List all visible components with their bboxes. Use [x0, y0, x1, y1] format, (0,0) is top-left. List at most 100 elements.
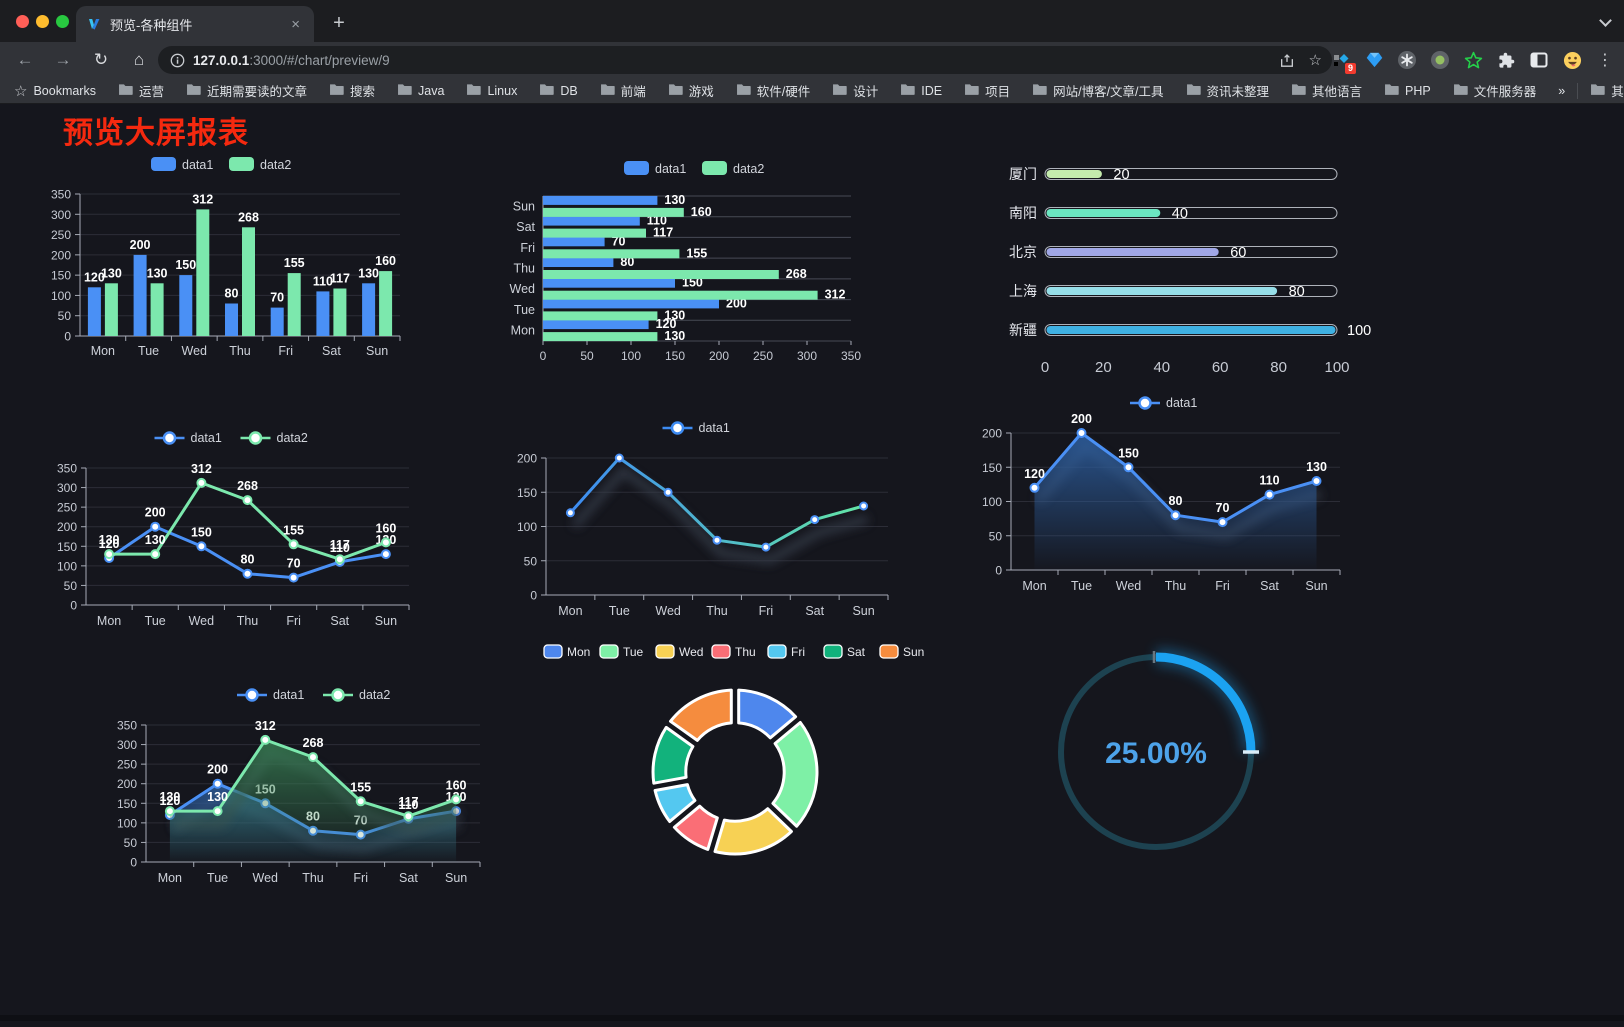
bookmark-folder[interactable]: 网站/博客/文章/工具: [1032, 81, 1164, 100]
bookmark-star-icon[interactable]: ☆: [1308, 52, 1322, 69]
bar-data2-Mon[interactable]: [104, 283, 118, 336]
bookmark-folder[interactable]: 资讯未整理: [1186, 81, 1269, 100]
bookmark-folder[interactable]: DB: [539, 81, 578, 100]
new-tab-button[interactable]: +: [333, 12, 345, 34]
pie-slice-Wed[interactable]: [713, 807, 793, 856]
bookmarks-manager-item[interactable]: ☆ Bookmarks: [14, 82, 96, 100]
progress-fill-南阳[interactable]: [1046, 209, 1161, 217]
side-panel-icon[interactable]: [1526, 47, 1552, 73]
pie-slice-Mon[interactable]: [737, 688, 798, 740]
share-icon[interactable]: [1279, 52, 1295, 69]
emoji-extension-icon[interactable]: [1559, 47, 1585, 73]
progress-fill-新疆[interactable]: [1046, 326, 1336, 334]
forward-button[interactable]: →: [54, 50, 72, 69]
window-close-button[interactable]: [16, 15, 29, 28]
green-star-extension-icon[interactable]: [1460, 47, 1486, 73]
browser-tab[interactable]: 预览-各种组件 ×: [76, 6, 314, 42]
bar-data1-Fri[interactable]: [270, 307, 284, 336]
bar-data1-Mon[interactable]: [543, 320, 649, 330]
chart-progress-bars[interactable]: 厦门 20 南阳 40 北京 60 上海 80 新疆 100 0 20 40 60 80 100: [985, 156, 1380, 384]
bar-data2-Wed[interactable]: [196, 209, 210, 336]
bar-data1-Sun[interactable]: [543, 195, 658, 205]
chart-area-line-two-series[interactable]: data1 data2 0 50 100 150 200 250 300 350 Mon Tue Wed…: [100, 679, 530, 894]
legend-item-data2[interactable]: data2: [229, 157, 291, 172]
bar-data1-Sat[interactable]: [543, 216, 640, 226]
bar-data2-Sun[interactable]: [379, 271, 393, 336]
window-maximize-button[interactable]: [56, 15, 69, 28]
reload-button[interactable]: ↻: [93, 50, 109, 69]
legend-item-data1[interactable]: data1: [624, 161, 686, 176]
legend-item-Tue[interactable]: Tue: [599, 644, 644, 659]
gem-extension-icon[interactable]: [1361, 47, 1387, 73]
progress-fill-厦门[interactable]: [1046, 170, 1102, 178]
url-bar[interactable]: 127.0.0.1:3000/#/chart/preview/9 ☆: [158, 46, 1332, 74]
chart-gauge[interactable]: 25.00%: [1036, 632, 1276, 872]
pie-slice-Sat[interactable]: [651, 725, 695, 785]
bookmark-folder[interactable]: Java: [397, 81, 444, 100]
chart-grouped-bar[interactable]: data1 data2 0 50 100 150 200 250 300 350 Mon Tue Wed…: [36, 148, 408, 366]
bar-data2-Wed[interactable]: [543, 290, 818, 300]
bookmark-folder[interactable]: 前端: [600, 81, 646, 100]
legend-item-data1[interactable]: data1: [662, 421, 730, 435]
legend-item-Mon[interactable]: Mon: [543, 644, 590, 659]
chart-gradient-line[interactable]: data1 0 50 100 150 200 Mon Tue Wed Thu Fri Sat Sun: [500, 412, 895, 627]
bookmark-folder[interactable]: 运营: [118, 81, 164, 100]
home-button[interactable]: ⌂: [133, 50, 145, 69]
bar-data2-Sun[interactable]: [543, 207, 684, 217]
bar-data2-Fri[interactable]: [543, 249, 680, 259]
bookmark-folder[interactable]: IDE: [900, 81, 942, 100]
tab-search-chevron-icon[interactable]: [1599, 14, 1612, 27]
legend-item-Sat[interactable]: Sat: [823, 644, 866, 659]
back-button[interactable]: ←: [16, 50, 34, 69]
bar-data1-Fri[interactable]: [543, 237, 605, 247]
bookmark-folder[interactable]: 文件服务器: [1453, 81, 1536, 100]
bar-data1-Wed[interactable]: [179, 275, 193, 336]
bookmarks-overflow-chevron[interactable]: »: [1558, 83, 1566, 98]
legend-item-Fri[interactable]: Fri: [767, 644, 805, 659]
site-info-icon[interactable]: [170, 53, 185, 68]
bar-data2-Sat[interactable]: [333, 288, 347, 337]
legend-item-data1[interactable]: data1: [154, 431, 222, 445]
legend-item-Thu[interactable]: Thu: [711, 644, 756, 659]
bar-data1-Wed[interactable]: [543, 278, 675, 288]
legend-item-Wed[interactable]: Wed: [655, 644, 703, 659]
bar-data1-Mon[interactable]: [87, 287, 101, 336]
bookmark-folder[interactable]: Linux: [466, 81, 517, 100]
legend-item-data1[interactable]: data1: [1130, 396, 1197, 410]
legend-item-data1[interactable]: data1: [151, 157, 213, 172]
chart-horizontal-bar[interactable]: data1 data2 Mon Tue Wed Thu Fri Sat Sun 0 50 100 150…: [495, 152, 895, 367]
window-minimize-button[interactable]: [36, 15, 49, 28]
bar-data1-Sun[interactable]: [362, 283, 376, 336]
dot-extension-icon[interactable]: [1427, 47, 1453, 73]
progress-fill-上海[interactable]: [1046, 287, 1278, 295]
legend-item-data2[interactable]: data2: [702, 161, 764, 176]
asterisk-extension-icon[interactable]: [1394, 47, 1420, 73]
bar-data2-Fri[interactable]: [287, 273, 301, 336]
bar-data2-Sat[interactable]: [543, 228, 646, 238]
bar-data2-Thu[interactable]: [543, 270, 779, 279]
bookmark-folder[interactable]: 项目: [964, 81, 1010, 100]
bar-data2-Tue[interactable]: [543, 311, 658, 321]
proxy-extension-icon[interactable]: 9: [1328, 47, 1356, 74]
bar-data2-Tue[interactable]: [150, 283, 164, 336]
bar-data1-Thu[interactable]: [225, 303, 238, 337]
bookmark-folder[interactable]: 设计: [832, 81, 878, 100]
bar-data1-Tue[interactable]: [543, 299, 719, 309]
browser-menu-icon[interactable]: ⋮: [1597, 52, 1613, 69]
legend-item-data2[interactable]: data2: [240, 431, 308, 445]
chart-donut-pie[interactable]: Mon Tue Wed Thu Fri Sat Sun: [540, 637, 930, 865]
bookmark-folder[interactable]: 近期需要读的文章: [186, 81, 307, 100]
bar-data1-Sat[interactable]: [316, 291, 330, 336]
legend-item-Sun[interactable]: Sun: [879, 644, 924, 659]
legend-item-data1[interactable]: data1: [237, 688, 304, 702]
pie-slice-Thu[interactable]: [672, 804, 719, 851]
bookmark-folder[interactable]: 软件/硬件: [736, 81, 810, 100]
bar-data1-Tue[interactable]: [133, 254, 147, 336]
bookmark-folder[interactable]: 搜索: [329, 81, 375, 100]
bookmark-folder[interactable]: 游戏: [668, 81, 714, 100]
bar-data2-Thu[interactable]: [242, 227, 255, 336]
extensions-puzzle-icon[interactable]: [1493, 47, 1519, 73]
chart-line-two-series[interactable]: data1 data2 0 50 100 150 200 250 300 350 Mon Tue Wed…: [40, 422, 425, 637]
legend-item-data2[interactable]: data2: [323, 688, 390, 702]
bookmark-folder[interactable]: 其他语言: [1291, 81, 1362, 100]
